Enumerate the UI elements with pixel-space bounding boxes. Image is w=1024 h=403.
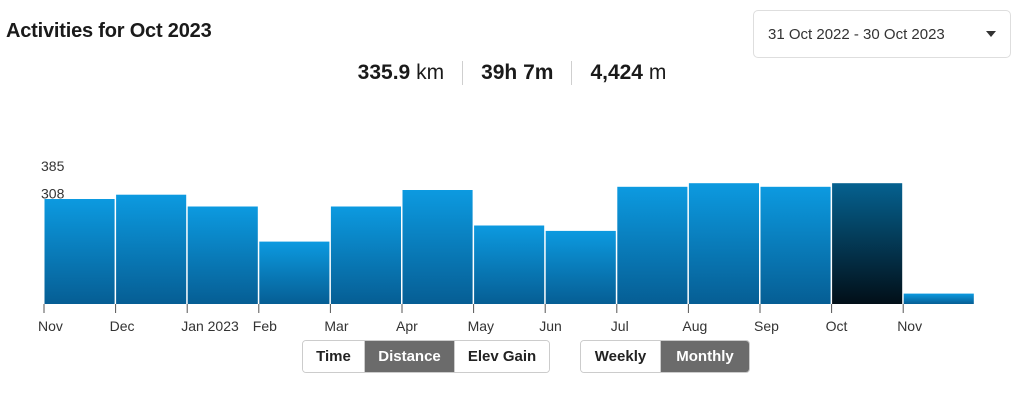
x-tick-label-2: Jan 2023 <box>181 318 239 334</box>
bar-1[interactable] <box>116 194 187 304</box>
metric-elev-gain-button[interactable]: Elev Gain <box>455 341 549 372</box>
stat-time-value: 39h 7m <box>481 61 554 84</box>
bar-12[interactable] <box>903 293 974 304</box>
page-title: Activities for Oct 2023 <box>6 20 212 42</box>
x-tick-label-6: May <box>468 318 494 334</box>
period-weekly-button[interactable]: Weekly <box>581 341 661 372</box>
stat-distance: 335.9 km <box>340 61 462 85</box>
monthly-distance-chart: 385 308 Nov Dec Jan 2023 Feb Mar Apr May Jun Jul A… <box>38 158 974 334</box>
stat-elevation-unit: m <box>648 61 667 84</box>
bar-2[interactable] <box>187 206 258 305</box>
bar-5[interactable] <box>402 190 473 304</box>
stat-elevation: 4,424 m <box>572 61 684 85</box>
metric-time-button[interactable]: Time <box>303 341 365 372</box>
y-tick-label-1: 308 <box>41 186 65 202</box>
metric-distance-button[interactable]: Distance <box>365 341 455 372</box>
x-tick-label-1: Dec <box>110 318 135 334</box>
bar-10[interactable] <box>760 186 831 304</box>
stat-elevation-value: 4,424 <box>590 61 643 84</box>
stat-distance-value: 335.9 <box>357 61 411 84</box>
bar-6[interactable] <box>474 225 545 305</box>
stat-time: 39h 7m <box>463 61 571 85</box>
x-tick-label-12: Nov <box>897 318 922 334</box>
summary-stats: 335.9 km 39h 7m 4,424 m <box>0 58 1024 88</box>
x-tick-label-5: Apr <box>396 318 418 334</box>
bar-4[interactable] <box>330 206 401 305</box>
period-monthly-button[interactable]: Monthly <box>661 341 749 372</box>
bar-7[interactable] <box>545 230 616 304</box>
bar-8[interactable] <box>617 186 688 304</box>
x-tick-label-10: Sep <box>754 318 779 334</box>
stat-distance-unit: km <box>416 61 445 84</box>
metric-toggle: Time Distance Elev Gain <box>302 340 550 373</box>
stat-divider <box>571 61 573 85</box>
bar-0[interactable] <box>44 199 115 304</box>
chevron-down-icon <box>986 31 996 37</box>
x-tick-label-7: Jun <box>539 318 562 334</box>
date-range-label: 31 Oct 2022 - 30 Oct 2023 <box>768 25 945 43</box>
x-tick-label-0: Nov <box>38 318 63 334</box>
y-tick-label-0: 385 <box>41 158 65 174</box>
x-tick-label-11: Oct <box>826 318 848 334</box>
x-tick-label-9: Aug <box>682 318 707 334</box>
stat-divider <box>462 61 464 85</box>
x-tick-label-4: Mar <box>324 318 348 334</box>
bar-9[interactable] <box>688 183 759 304</box>
bar-3[interactable] <box>259 241 330 304</box>
period-toggle: Weekly Monthly <box>580 340 750 373</box>
x-tick-label-3: Feb <box>253 318 277 334</box>
date-range-select[interactable]: 31 Oct 2022 - 30 Oct 2023 <box>753 10 1011 58</box>
bar-11[interactable] <box>832 183 903 304</box>
x-tick-label-8: Jul <box>611 318 629 334</box>
